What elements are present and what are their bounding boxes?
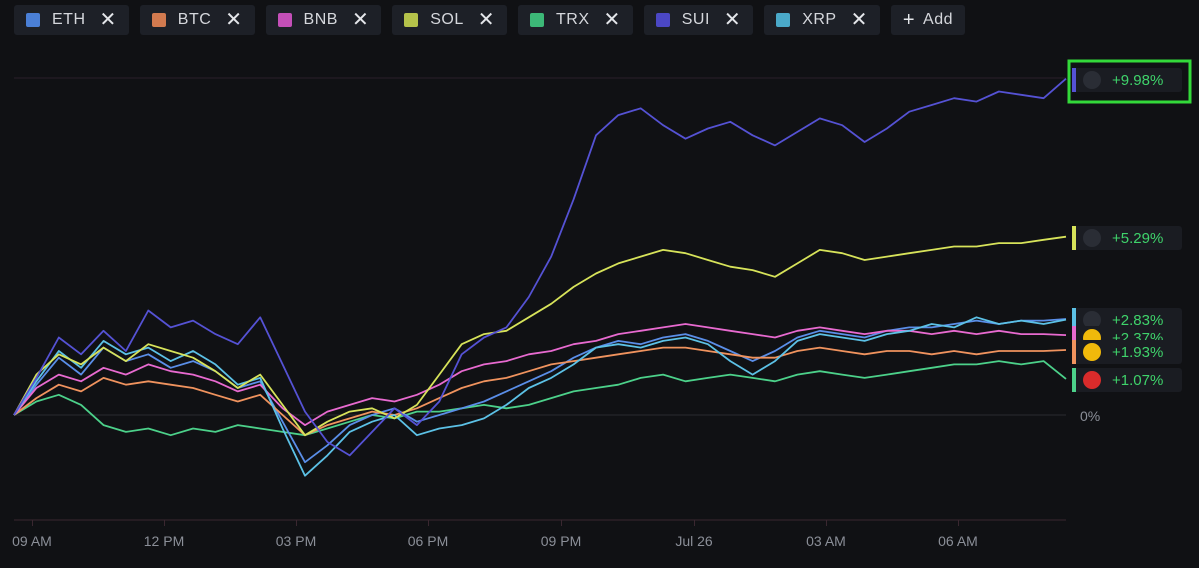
asset-chip-xrp[interactable]: XRP ✕ <box>764 5 880 35</box>
x-tick-label: 03 AM <box>806 533 846 549</box>
color-swatch <box>151 13 166 27</box>
badge-value: +1.07% <box>1112 372 1163 389</box>
badge-value: +9.98% <box>1112 72 1163 89</box>
end-badge-trx: +1.07% <box>1072 368 1182 392</box>
plus-icon: + <box>902 9 916 31</box>
x-tick-label: Jul 26 <box>675 533 713 549</box>
color-swatch <box>776 13 791 27</box>
sui-icon <box>1083 71 1101 89</box>
badge-accent <box>1072 340 1076 364</box>
badge-accent <box>1072 226 1076 250</box>
xrp-icon <box>1083 311 1101 329</box>
series-line-bnb <box>13 323 1067 427</box>
end-badge-sol: +5.29% <box>1072 226 1182 250</box>
color-swatch <box>277 13 292 27</box>
add-label: Add <box>923 11 954 28</box>
asset-chip-label: TRX <box>555 11 590 28</box>
asset-chip-label: BNB <box>303 11 338 28</box>
series-line-sui <box>13 78 1067 457</box>
btc-icon <box>1083 343 1101 361</box>
color-swatch <box>655 13 670 27</box>
badge-bg <box>1072 226 1182 250</box>
asset-chip-label: XRP <box>802 11 837 28</box>
badge-accent <box>1072 326 1076 350</box>
x-tick-label: 09 PM <box>541 533 581 549</box>
close-icon[interactable]: ✕ <box>850 9 868 31</box>
asset-chip-sol[interactable]: SOL ✕ <box>392 5 507 35</box>
close-icon[interactable]: ✕ <box>351 9 370 31</box>
badge-accent <box>1072 368 1076 392</box>
series-line-sol <box>13 235 1067 437</box>
close-icon[interactable]: ✕ <box>723 9 742 31</box>
color-swatch <box>26 13 40 27</box>
series-line-xrp <box>13 316 1067 477</box>
asset-chip-bnb[interactable]: BNB ✕ <box>265 5 382 35</box>
add-asset-button[interactable]: + Add <box>890 5 966 35</box>
x-axis: 09 AM 12 PM 03 PM 06 PM 09 PM Jul 26 03 AM 06 A… <box>12 520 978 549</box>
asset-chip-btc[interactable]: BTC ✕ <box>139 5 255 35</box>
x-tick-label: 06 AM <box>938 533 978 549</box>
badge-bg <box>1072 68 1182 92</box>
grid: 0% <box>14 77 1100 521</box>
asset-chip-label: ETH <box>52 11 86 28</box>
badge-value: +1.93% <box>1112 344 1163 361</box>
highlight-box <box>1067 59 1192 104</box>
asset-chip-trx[interactable]: TRX ✕ <box>517 5 633 35</box>
asset-chip-eth[interactable]: ETH ✕ <box>14 5 129 35</box>
end-badge-btc: +1.93% <box>1072 340 1182 364</box>
color-swatch <box>404 13 419 27</box>
badge-value: +2.83% <box>1112 312 1163 329</box>
y-tick-label: 0% <box>1080 408 1100 424</box>
x-tick-label: 09 AM <box>12 533 52 549</box>
series-line-eth <box>13 318 1067 464</box>
asset-chip-bar: ETH ✕ BTC ✕ BNB ✕ SOL ✕ TRX ✕ SUI ✕ XRP ✕ + Add <box>14 5 966 35</box>
asset-chip-sui[interactable]: SUI ✕ <box>643 5 754 35</box>
badge-value: +5.29% <box>1112 230 1163 247</box>
close-icon[interactable]: ✕ <box>603 9 621 31</box>
asset-chip-label: SOL <box>430 11 464 28</box>
x-tick-label: 12 PM <box>144 533 184 549</box>
trx-icon <box>1083 371 1101 389</box>
sol-icon <box>1083 229 1101 247</box>
close-icon[interactable]: ✕ <box>477 9 495 31</box>
series-lines <box>13 78 1067 477</box>
badge-accent <box>1072 308 1076 332</box>
series-line-btc <box>13 346 1067 437</box>
end-value-badges: +9.98%+5.29%+2.83%+2.37%+1.93%+1.07% <box>1067 59 1192 392</box>
x-tick-label: 06 PM <box>408 533 448 549</box>
x-tick-label: 03 PM <box>276 533 316 549</box>
badge-accent <box>1072 68 1076 92</box>
asset-chip-label: BTC <box>177 11 212 28</box>
end-badge-sui: +9.98% <box>1067 59 1192 104</box>
close-icon[interactable]: ✕ <box>225 9 243 31</box>
badge-bg <box>1072 368 1182 392</box>
series-line-trx <box>13 360 1067 437</box>
color-swatch <box>529 13 544 27</box>
badge-bg <box>1072 340 1182 364</box>
close-icon[interactable]: ✕ <box>99 9 117 31</box>
asset-chip-label: SUI <box>681 11 710 28</box>
